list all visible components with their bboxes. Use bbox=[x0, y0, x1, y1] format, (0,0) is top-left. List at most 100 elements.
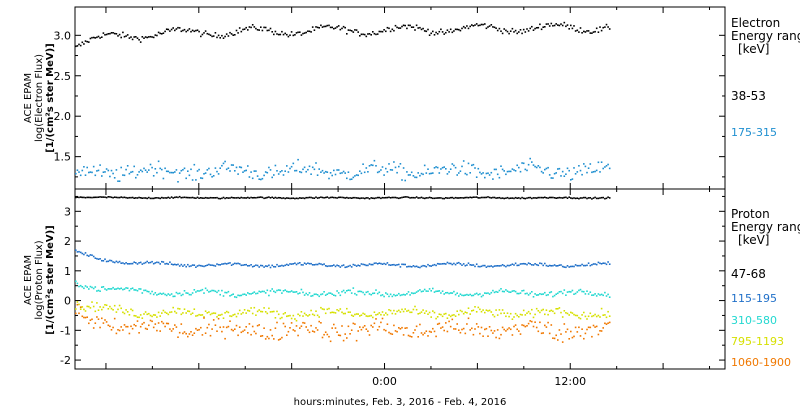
data-point bbox=[136, 174, 139, 176]
data-point bbox=[493, 196, 496, 199]
data-point bbox=[352, 322, 355, 325]
data-point bbox=[313, 293, 316, 296]
data-point bbox=[329, 265, 332, 267]
data-point bbox=[438, 197, 441, 199]
data-point bbox=[190, 30, 192, 33]
data-point bbox=[398, 27, 400, 29]
data-point bbox=[152, 293, 155, 296]
data-point bbox=[389, 332, 392, 335]
data-point bbox=[83, 43, 85, 45]
data-point bbox=[448, 292, 450, 295]
data-point bbox=[472, 333, 475, 336]
data-point bbox=[496, 265, 499, 267]
data-point bbox=[92, 165, 95, 168]
data-point bbox=[412, 292, 415, 295]
data-point bbox=[156, 171, 158, 174]
data-point bbox=[425, 310, 428, 312]
data-point bbox=[464, 27, 467, 29]
data-point bbox=[571, 312, 574, 314]
data-point bbox=[375, 314, 377, 316]
data-point bbox=[89, 196, 92, 199]
data-point bbox=[557, 265, 559, 267]
data-point bbox=[240, 294, 243, 297]
data-point bbox=[597, 333, 600, 336]
data-point bbox=[308, 262, 311, 265]
data-point bbox=[365, 291, 368, 294]
data-point bbox=[320, 171, 322, 173]
data-point bbox=[480, 310, 483, 313]
data-point bbox=[193, 264, 196, 266]
series-310-580 bbox=[75, 280, 611, 299]
data-point bbox=[385, 292, 387, 294]
data-point bbox=[243, 197, 246, 199]
data-point bbox=[527, 30, 530, 32]
data-point bbox=[342, 170, 345, 173]
data-point bbox=[212, 319, 215, 321]
data-point bbox=[464, 332, 467, 335]
data-point bbox=[459, 293, 462, 295]
data-point bbox=[198, 30, 200, 33]
data-point bbox=[164, 167, 166, 170]
data-point bbox=[565, 331, 567, 333]
data-point bbox=[472, 25, 475, 27]
data-point bbox=[568, 314, 570, 316]
data-point bbox=[519, 197, 522, 200]
data-point bbox=[274, 291, 277, 294]
data-point bbox=[589, 326, 592, 329]
data-point bbox=[336, 309, 338, 311]
data-point bbox=[462, 197, 465, 199]
data-point bbox=[110, 329, 113, 331]
data-point bbox=[297, 334, 299, 337]
data-point bbox=[109, 175, 111, 178]
data-point bbox=[535, 294, 538, 296]
data-point bbox=[524, 325, 527, 328]
data-point bbox=[519, 170, 522, 173]
data-point bbox=[581, 290, 583, 293]
data-point bbox=[251, 197, 254, 199]
data-point bbox=[600, 330, 603, 332]
data-point bbox=[552, 196, 554, 199]
data-point bbox=[391, 196, 394, 199]
data-point bbox=[260, 178, 262, 181]
data-point bbox=[385, 167, 387, 170]
data-point bbox=[165, 262, 168, 265]
data-point bbox=[584, 31, 587, 33]
data-point bbox=[250, 26, 252, 29]
data-point bbox=[229, 197, 231, 199]
data-point bbox=[352, 31, 355, 33]
data-point bbox=[496, 329, 499, 331]
data-point bbox=[484, 311, 486, 314]
data-point bbox=[235, 197, 238, 199]
data-point bbox=[305, 292, 307, 295]
data-point bbox=[120, 36, 122, 39]
data-point bbox=[381, 30, 384, 33]
data-point bbox=[398, 165, 400, 168]
data-point bbox=[552, 25, 554, 27]
data-point bbox=[251, 24, 254, 26]
data-point bbox=[412, 26, 415, 28]
electron-ylabel-line3: [1/(cm²s ster MeV)] bbox=[45, 43, 56, 152]
data-point bbox=[346, 177, 348, 180]
data-point bbox=[539, 196, 541, 199]
data-point bbox=[350, 314, 353, 317]
data-point bbox=[501, 290, 504, 293]
data-point bbox=[417, 313, 419, 315]
data-point bbox=[96, 257, 98, 260]
data-point bbox=[311, 197, 314, 199]
data-point bbox=[484, 328, 486, 331]
data-point bbox=[571, 197, 574, 200]
data-point bbox=[110, 169, 113, 172]
data-point bbox=[527, 163, 530, 166]
data-point bbox=[334, 27, 337, 29]
data-point bbox=[187, 263, 189, 266]
data-point bbox=[474, 306, 476, 308]
data-point bbox=[383, 29, 385, 31]
data-point bbox=[323, 263, 325, 265]
data-point bbox=[526, 263, 528, 266]
data-point bbox=[594, 30, 596, 33]
series-175-315 bbox=[75, 157, 611, 183]
data-point bbox=[407, 24, 410, 27]
data-point bbox=[266, 265, 269, 268]
proton-data-points bbox=[75, 195, 611, 343]
data-point bbox=[225, 33, 228, 35]
